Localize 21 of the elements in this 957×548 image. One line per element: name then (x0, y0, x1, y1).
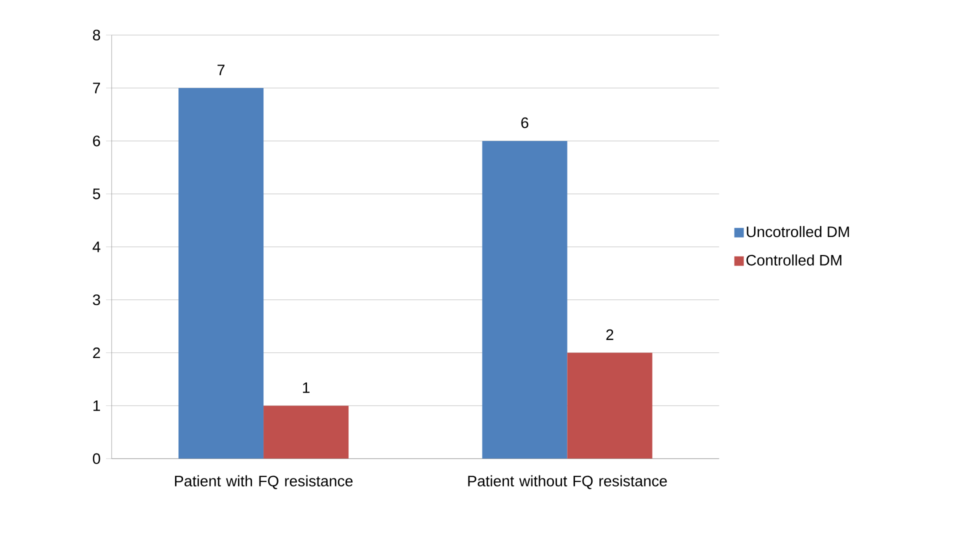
y-tick-label: 4 (92, 242, 100, 252)
legend-label: Uncotrolled DM (746, 226, 849, 238)
y-tick-label: 7 (93, 82, 100, 94)
y-tick-label: 3 (92, 294, 100, 306)
y-tick-label: 2 (93, 348, 100, 358)
bar (178, 88, 264, 459)
y-tick-label: 1 (93, 400, 100, 412)
x-tick-label: Patient without FQ resistance (468, 475, 667, 490)
y-tick-label: 0 (92, 453, 100, 464)
x-tick-label: Patient with FQ resistance (175, 475, 353, 490)
y-tick-label: 6 (93, 136, 100, 146)
data-label: 2 (606, 329, 614, 340)
data-label: 6 (521, 118, 528, 128)
bar (264, 406, 349, 459)
data-label: 7 (218, 64, 224, 76)
bar (482, 141, 568, 459)
y-tick-label: 5 (92, 188, 100, 200)
y-tick-label: 8 (92, 30, 100, 41)
data-label: 1 (303, 382, 310, 394)
legend-label: Controlled DM (746, 254, 842, 266)
bar (567, 352, 652, 459)
